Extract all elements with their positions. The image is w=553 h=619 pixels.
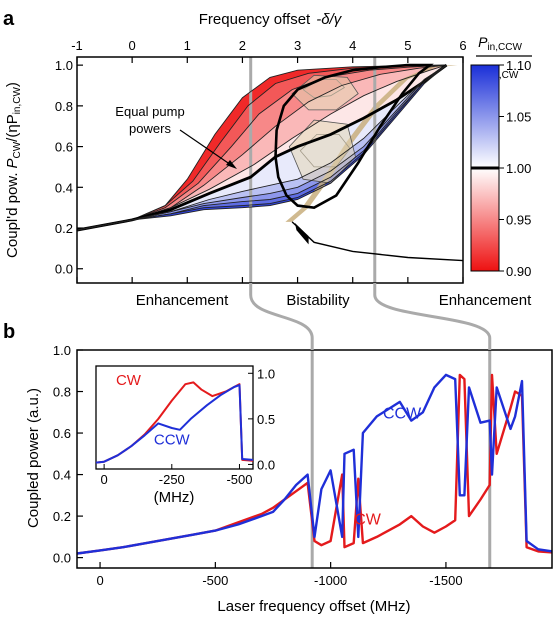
inset-ytick-label: 0.0 <box>257 457 275 472</box>
panel-a-xtick-label: 6 <box>459 38 466 53</box>
panel-b-ytick-label: 1.0 <box>53 343 71 358</box>
panel-b-y-ticks: 0.0 0.2 0.4 0.6 0.8 1.0 <box>53 343 83 566</box>
panel-a-x-label: Frequency offset <box>199 11 311 28</box>
series-ratio-0.94 <box>77 64 447 231</box>
connector-0 <box>249 283 314 350</box>
colorbar-tick-label: 1.05 <box>506 110 531 125</box>
panel-a-ytick-label: 0.4 <box>55 180 73 195</box>
panel-b-x-ticks: 0 -500 -1000 -1500 <box>96 562 463 588</box>
connector-1 <box>373 283 492 350</box>
series-cw <box>77 373 552 555</box>
panel-a-x-ticks: -1 0 1 2 3 4 5 6 <box>71 38 467 283</box>
panel-a-ytick-label: 0.2 <box>55 221 73 236</box>
colormap-band-3 <box>77 65 447 231</box>
inset-series-ccw <box>95 384 254 464</box>
panel-a-y-ticks: 0.0 0.2 0.4 0.6 0.8 1.0 <box>55 58 83 277</box>
panel-a-ytick-label: 0.6 <box>55 140 73 155</box>
colormap-band-7 <box>77 65 447 231</box>
region-enhancement-left: Enhancement <box>136 292 229 309</box>
panel-b-xtick-label: -500 <box>202 573 228 588</box>
panel-a-xtick-label: 3 <box>294 38 301 53</box>
panel-a-y-axis-title: Coupl'd pow.PCW/(ηPin,CW) <box>4 82 23 258</box>
panel-a-y-prefix: Coupl'd pow. <box>4 173 21 258</box>
panel-connectors <box>249 283 492 350</box>
panel-a-xtick-label: 1 <box>184 38 191 53</box>
colorbar-tick-label: 0.90 <box>506 264 531 279</box>
colorbar-ticks: 1.10 1.05 1.00 0.95 0.90 <box>499 58 531 279</box>
panel-b-ytick-label: 0.8 <box>53 385 71 400</box>
colorbar-tick-label: 1.10 <box>506 58 531 73</box>
panel-b-ytick-label: 0.0 <box>53 551 71 566</box>
inset-ytick-label: 0.5 <box>257 412 275 427</box>
panel-a-frame <box>76 56 464 284</box>
panel-b-plot: CCW CW <box>77 350 552 568</box>
region-bistability: Bistability <box>286 292 350 309</box>
colorbar-tick-label: 1.00 <box>506 161 531 176</box>
series-ratio-1.08 <box>77 64 447 231</box>
panel-b-ytick-label: 0.4 <box>53 468 71 483</box>
bistable-loop <box>274 63 434 210</box>
panel-a-label: a <box>3 8 15 30</box>
panel-a-ytick-label: 0.8 <box>55 99 73 114</box>
panel-b-label: b <box>3 321 15 343</box>
region-enhancement-right: Enhancement <box>439 292 532 309</box>
panel-b-xtick-label: -1000 <box>314 573 347 588</box>
panel-a-xtick-label: 0 <box>129 38 136 53</box>
annotation-line1: Equal pump <box>115 104 184 119</box>
panel-b-x-axis-title: Laser frequency offset (MHz) <box>217 598 410 615</box>
panel-a-ytick-label: 0.0 <box>55 262 73 277</box>
panel-b-y-axis-title: Coupled power (a.u.) <box>25 388 42 528</box>
inset-ticks: 0 -250 -500 0.0 0.5 1.0 <box>101 366 276 487</box>
panel-a-x-symbol: -δ/γ <box>316 11 342 28</box>
panel-a-plot <box>77 57 463 283</box>
colorbar-title-numerator: Pin,CCW <box>478 34 522 53</box>
lower-branch <box>291 221 463 262</box>
panel-a-ytick-label: 1.0 <box>55 58 73 73</box>
colormap-band-1 <box>77 65 447 231</box>
inset-x-axis-title: (MHz) <box>154 489 195 506</box>
inset-xtick-label: -250 <box>159 472 185 487</box>
lower-branch-wedge <box>294 222 309 245</box>
series-label-cw: CW <box>354 511 382 528</box>
series-ratio-1.1 <box>77 64 447 231</box>
panel-b-xtick-label: -1500 <box>429 573 462 588</box>
annotation-pointer <box>179 129 235 168</box>
inset-xtick-label: 0 <box>101 472 108 487</box>
series-ccw <box>77 373 552 555</box>
panel-a-x-axis-title: Frequency offset -δ/γ <box>199 11 343 28</box>
series-label-ccw: CCW <box>383 406 422 423</box>
colorbar-tick-label: 0.95 <box>506 213 531 228</box>
panel-b-ytick-label: 0.2 <box>53 509 71 524</box>
annotation-arrowhead <box>226 160 237 169</box>
panel-b-frame <box>76 349 553 569</box>
inset-plot: CW CCW <box>95 372 254 464</box>
inset-label-ccw: CCW <box>154 431 191 448</box>
colormap-band-4 <box>77 65 447 231</box>
panel-a-xtick-label: 2 <box>239 38 246 53</box>
inset-label-cw: CW <box>116 372 142 389</box>
panel-a-xtick-label: 5 <box>404 38 411 53</box>
panel-b-xtick-label: 0 <box>96 573 103 588</box>
panel-b-ytick-label: 0.6 <box>53 426 71 441</box>
inset-xtick-label: -500 <box>226 472 252 487</box>
inset-ytick-label: 1.0 <box>257 366 275 381</box>
panel-a-xtick-label: -1 <box>71 38 83 53</box>
annotation-line2: powers <box>129 121 171 136</box>
panel-a-xtick-label: 4 <box>349 38 356 53</box>
